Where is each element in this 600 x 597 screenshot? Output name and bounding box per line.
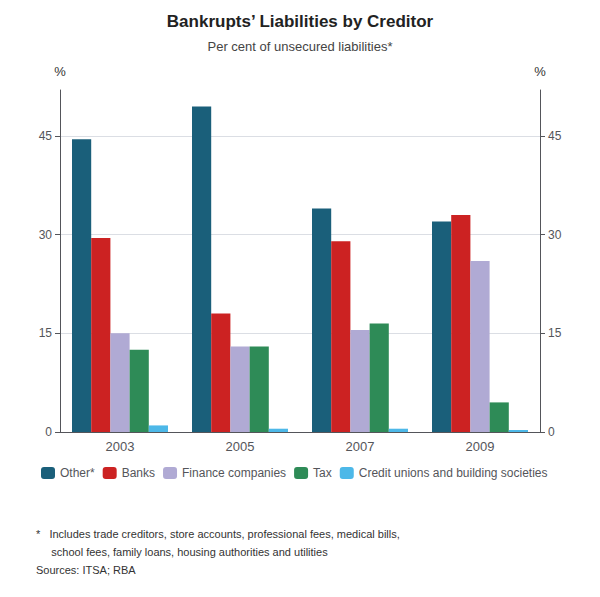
svg-text:15: 15 bbox=[548, 326, 562, 340]
svg-text:%: % bbox=[54, 64, 66, 79]
svg-text:Finance companies: Finance companies bbox=[182, 466, 286, 480]
svg-text:0: 0 bbox=[548, 425, 555, 439]
svg-text:* Includes trade creditors,: * Includes trade creditors, store accoun… bbox=[36, 528, 400, 540]
svg-text:school fees, family loans, hou: school fees, family loans, housing autho… bbox=[36, 546, 328, 558]
svg-text:15: 15 bbox=[39, 326, 53, 340]
svg-text:2009: 2009 bbox=[466, 439, 495, 454]
svg-text:30: 30 bbox=[39, 228, 53, 242]
svg-text:2003: 2003 bbox=[106, 439, 135, 454]
svg-text:Other*: Other* bbox=[60, 466, 95, 480]
svg-text:2005: 2005 bbox=[226, 439, 255, 454]
svg-text:Per cent of unsecured liabilit: Per cent of unsecured liabilities* bbox=[208, 39, 393, 54]
svg-text:Tax: Tax bbox=[313, 466, 332, 480]
svg-text:2007: 2007 bbox=[346, 439, 375, 454]
svg-text:Banks: Banks bbox=[122, 466, 155, 480]
svg-text:45: 45 bbox=[548, 129, 562, 143]
svg-text:45: 45 bbox=[39, 129, 53, 143]
svg-text:Sources: ITSA; RBA: Sources: ITSA; RBA bbox=[36, 564, 136, 576]
svg-text:Bankrupts’ Liabilities by Cred: Bankrupts’ Liabilities by Creditor bbox=[167, 12, 434, 31]
svg-text:Credit unions and building soc: Credit unions and building societies bbox=[359, 466, 548, 480]
svg-text:%: % bbox=[534, 64, 546, 79]
svg-text:30: 30 bbox=[548, 228, 562, 242]
svg-text:0: 0 bbox=[45, 425, 52, 439]
